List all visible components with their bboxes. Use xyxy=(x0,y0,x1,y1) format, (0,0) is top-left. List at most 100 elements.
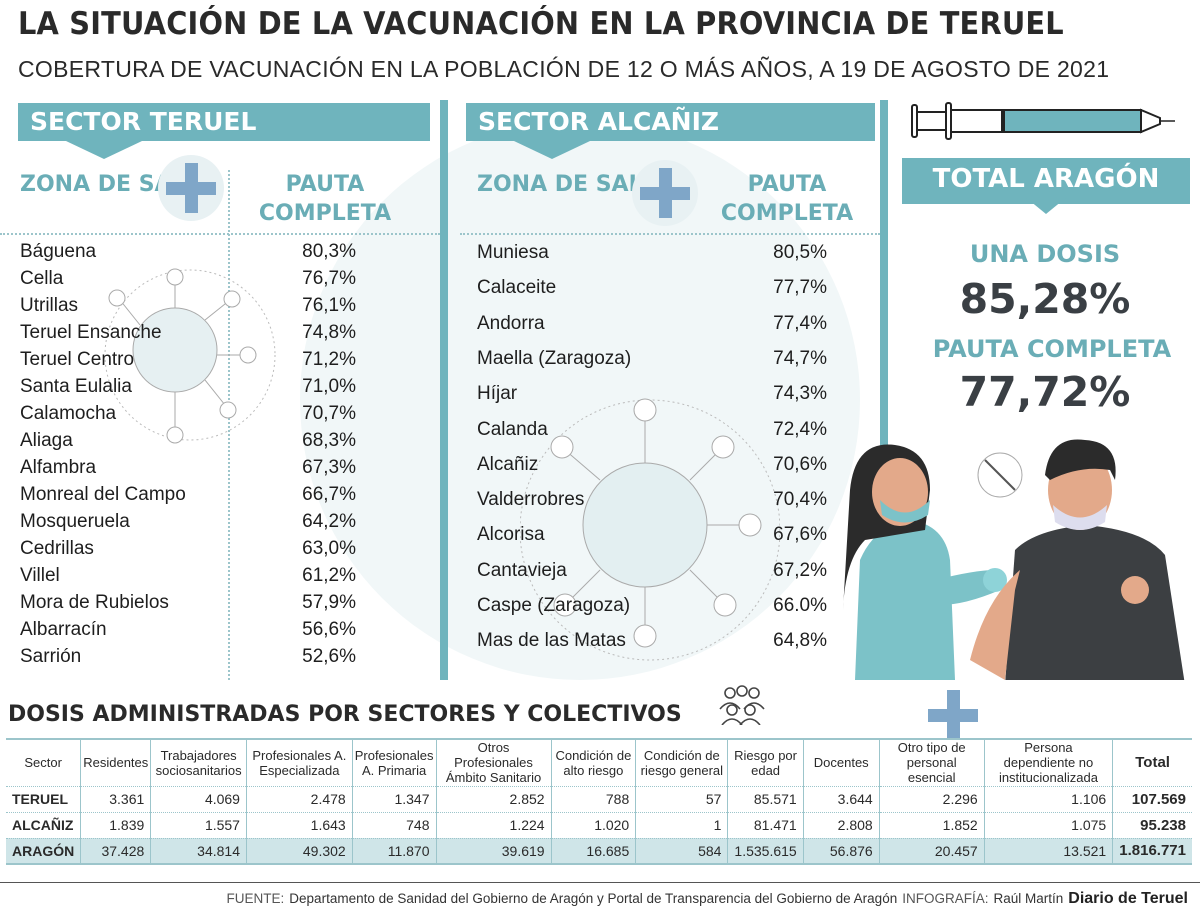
list-item: Alcañiz 70,6% xyxy=(477,454,827,476)
column-header: Trabajadores sociosanitarios xyxy=(150,738,247,786)
pauta-value: 76,7% xyxy=(302,268,356,289)
people-group-icon xyxy=(719,685,765,725)
table-row: ALCAÑIZ 1.839 1.557 1.643 748 1.224 1.020 1 81.4… xyxy=(6,811,1192,838)
table-row: ARAGÓN 37.428 34.814 49.302 11.870 39.619 16.6… xyxy=(6,837,1192,865)
cell-value: 49.302 xyxy=(245,837,353,865)
divider-bar xyxy=(440,100,448,680)
zona-name: Cella xyxy=(20,268,64,289)
column-header: Riesgo por edad xyxy=(727,738,804,786)
column-header: Total xyxy=(1112,738,1192,786)
zona-name: Utrillas xyxy=(20,295,79,316)
cell-value: 39.619 xyxy=(435,837,552,865)
divider xyxy=(0,233,440,235)
cell-value: 2.478 xyxy=(245,785,353,812)
footer: FUENTE: Departamento de Sanidad del Gobi… xyxy=(227,890,1188,908)
zona-name: Andorra xyxy=(477,312,545,334)
cell-value: 1.106 xyxy=(983,785,1113,812)
dosis-title: DOSIS ADMINISTRADAS POR SECTORES Y COLEC… xyxy=(8,702,682,727)
cell-value: 748 xyxy=(351,811,436,838)
cell-value: 2.296 xyxy=(878,785,985,812)
cell-value: 1 xyxy=(635,811,728,838)
list-item: Sarrión 52,6% xyxy=(20,646,356,668)
list-item: Calanda 72,4% xyxy=(477,419,827,441)
list-item: Alcorisa 67,6% xyxy=(477,524,827,546)
pauta-value: 52,6% xyxy=(302,646,356,667)
list-item: Teruel Centro 71,2% xyxy=(20,349,356,371)
zona-name: Valderrobres xyxy=(477,489,585,511)
pauta-value: 71,0% xyxy=(302,376,356,397)
list-item: Teruel Ensanche 74,8% xyxy=(20,322,356,344)
pauta-value: 74,7% xyxy=(773,347,827,369)
pauta-value: 66,7% xyxy=(302,484,356,505)
list-item: Monreal del Campo 66,7% xyxy=(20,484,356,506)
column-header: Profesionales A. Primaria xyxy=(351,738,436,786)
virus-icon xyxy=(520,398,780,661)
zona-name: Teruel Ensanche xyxy=(20,322,162,343)
column-header: Otros Profesionales Ámbito Sanitario xyxy=(435,738,552,786)
pauta-completa-value: 77,72% xyxy=(959,368,1131,416)
plus-icon xyxy=(920,682,986,748)
list-item: Albarracín 56,6% xyxy=(20,619,356,641)
cell-value: 1.643 xyxy=(245,811,353,838)
list-item: Maella (Zaragoza) 74,7% xyxy=(477,348,827,370)
column-header: Otro tipo de personal esencial xyxy=(878,738,985,786)
list-item: Báguena 80,3% xyxy=(20,241,356,263)
plus-icon xyxy=(158,155,224,221)
zona-name: Alcorisa xyxy=(477,524,545,546)
cell-value: 95.238 xyxy=(1112,811,1192,838)
cell-value: 2.808 xyxy=(802,811,880,838)
divider xyxy=(460,233,880,235)
credit-text: Raúl Martín xyxy=(993,891,1064,906)
source-text: Departamento de Sanidad del Gobierno de … xyxy=(289,891,898,906)
zona-name: Mas de las Matas xyxy=(477,630,626,652)
zona-name: Calaceite xyxy=(477,277,557,299)
cell-value: 107.569 xyxy=(1112,785,1192,812)
background-circle xyxy=(300,120,860,680)
zona-name: Maella (Zaragoza) xyxy=(477,347,632,369)
cell-value: 34.814 xyxy=(150,837,247,865)
list-item: Valderrobres 70,4% xyxy=(477,489,827,511)
pauta-value: 64,2% xyxy=(302,511,356,532)
list-item: Cedrillas 63,0% xyxy=(20,538,356,560)
zona-name: Monreal del Campo xyxy=(20,484,186,505)
cell-value: 1.535.615 xyxy=(727,837,804,865)
column-header: Sector xyxy=(6,738,81,786)
list-item: Mora de Rubielos 57,9% xyxy=(20,592,356,614)
virus-icon xyxy=(104,268,276,444)
cell-value: 1.347 xyxy=(351,785,436,812)
column-header: Condición de alto riesgo xyxy=(550,738,636,786)
list-item: Mosqueruela 64,2% xyxy=(20,511,356,533)
footer-divider xyxy=(0,882,1200,883)
zona-name: Cantavieja xyxy=(477,559,567,581)
list-item: Calaceite 77,7% xyxy=(477,277,827,299)
divider xyxy=(228,170,230,680)
cell-value: 788 xyxy=(550,785,636,812)
list-item: Híjar 74,3% xyxy=(477,383,827,405)
zona-name: Aliaga xyxy=(20,430,73,451)
cell-value: 1.852 xyxy=(878,811,985,838)
list-item: Santa Eulalia 71,0% xyxy=(20,376,356,398)
sector-name: ALCAÑIZ xyxy=(6,811,81,838)
pauta-value: 64,8% xyxy=(773,630,827,652)
cell-value: 56.876 xyxy=(802,837,880,865)
column-header: Residentes xyxy=(80,738,151,786)
cell-value: 1.224 xyxy=(435,811,552,838)
column-header: Condición de riesgo general xyxy=(635,738,728,786)
pauta-value: 63,0% xyxy=(302,538,356,559)
sector-name: TERUEL xyxy=(6,785,81,812)
cell-value: 3.361 xyxy=(80,785,151,812)
cell-value: 4.069 xyxy=(150,785,247,812)
pauta-value: 61,2% xyxy=(302,565,356,586)
cell-value: 1.557 xyxy=(150,811,247,838)
cell-value: 1.816.771 xyxy=(1112,837,1192,865)
cell-value: 2.852 xyxy=(435,785,552,812)
list-item: Caspe (Zaragoza) 66.0% xyxy=(477,595,827,617)
list-item: Cantavieja 67,2% xyxy=(477,560,827,582)
pauta-value: 76,1% xyxy=(302,295,356,316)
zona-name: Híjar xyxy=(477,383,518,405)
list-item: Muniesa 80,5% xyxy=(477,242,827,264)
cell-value: 1.075 xyxy=(983,811,1113,838)
list-item: Utrillas 76,1% xyxy=(20,295,356,317)
pauta-completa-label: PAUTA COMPLETA xyxy=(932,335,1172,363)
pauta-value: 80,3% xyxy=(302,241,356,262)
